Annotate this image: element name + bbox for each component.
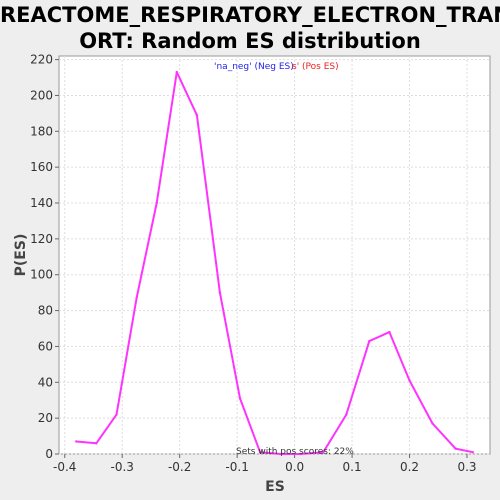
data-point bbox=[471, 451, 474, 454]
data-point bbox=[175, 70, 179, 74]
y-tick-label: 180 bbox=[30, 124, 53, 138]
data-point bbox=[195, 113, 199, 117]
y-tick-label: 40 bbox=[38, 375, 53, 389]
x-tick-label: -0.2 bbox=[168, 460, 191, 474]
series-layer bbox=[75, 70, 474, 456]
series-line bbox=[76, 71, 474, 455]
annotation-pos-scores: Sets with pos scores: 22% bbox=[236, 447, 354, 457]
y-tick-label: 200 bbox=[30, 88, 53, 102]
data-point bbox=[454, 447, 457, 450]
chart-title: REACTOME_RESPIRATORY_ELECTRON_TRANSP ORT… bbox=[0, 2, 500, 54]
x-tick-label: -0.3 bbox=[111, 460, 134, 474]
data-point bbox=[135, 296, 138, 300]
y-tick-label: 220 bbox=[30, 53, 53, 67]
data-point bbox=[388, 330, 391, 334]
data-point bbox=[115, 413, 118, 416]
x-tick-label: -0.1 bbox=[225, 460, 248, 474]
data-point bbox=[368, 339, 371, 343]
y-tick-label: 0 bbox=[45, 447, 53, 461]
y-tick-label: 60 bbox=[38, 339, 53, 353]
y-axis-label: P(ES) bbox=[13, 234, 29, 277]
legend-neg-label: 'na_neg' (Neg ES) bbox=[214, 62, 294, 72]
data-point bbox=[75, 440, 78, 443]
data-point bbox=[322, 451, 325, 454]
x-tick-label: 0.0 bbox=[285, 460, 304, 474]
x-tick-label: 0.1 bbox=[343, 460, 362, 474]
data-point bbox=[345, 413, 348, 416]
data-point bbox=[431, 422, 434, 425]
x-tick-label: 0.2 bbox=[400, 460, 419, 474]
data-point bbox=[155, 201, 158, 205]
y-tick-label: 80 bbox=[38, 304, 53, 318]
data-point bbox=[408, 379, 411, 382]
y-tick-label: 100 bbox=[30, 268, 53, 282]
chart-title-line2: ORT: Random ES distribution bbox=[79, 29, 421, 53]
y-tick-label: 120 bbox=[30, 232, 53, 246]
data-point bbox=[238, 397, 242, 400]
chart-title-line1: REACTOME_RESPIRATORY_ELECTRON_TRANSP bbox=[0, 3, 500, 27]
data-point bbox=[258, 451, 262, 454]
x-axis-label: ES bbox=[265, 479, 285, 495]
x-tick-label: 0.3 bbox=[457, 460, 476, 474]
x-tick-label: -0.4 bbox=[53, 460, 76, 474]
y-tick-label: 20 bbox=[38, 411, 53, 425]
legend-pos-label: s' (Pos ES) bbox=[292, 62, 339, 72]
y-tick-label: 160 bbox=[30, 160, 53, 174]
axis-ticks: -0.4 -0.3 -0.2 -0.1 0.0 0.1 0.2 0.3 0 20 40 60 80 100… bbox=[30, 53, 476, 474]
data-point bbox=[279, 452, 282, 456]
plot-area bbox=[58, 55, 491, 455]
data-point bbox=[218, 291, 222, 294]
y-tick-label: 140 bbox=[30, 196, 53, 210]
data-point bbox=[95, 442, 98, 445]
data-point bbox=[299, 452, 302, 456]
